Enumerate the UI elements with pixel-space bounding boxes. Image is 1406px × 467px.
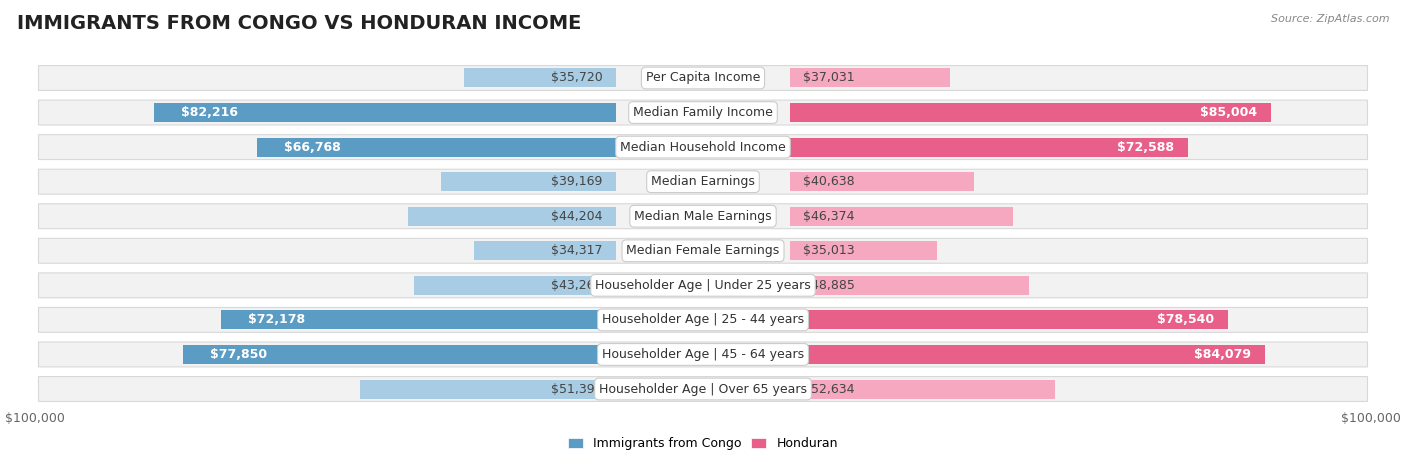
FancyBboxPatch shape [38,169,1368,194]
Bar [441,172,616,191]
Legend: Immigrants from Congo, Honduran: Immigrants from Congo, Honduran [562,432,844,455]
Text: Median Female Earnings: Median Female Earnings [627,244,779,257]
Bar [790,276,1029,295]
Text: $46,374: $46,374 [803,210,855,223]
Text: $43,266: $43,266 [551,279,603,292]
Text: IMMIGRANTS FROM CONGO VS HONDURAN INCOME: IMMIGRANTS FROM CONGO VS HONDURAN INCOME [17,14,581,33]
Bar [790,172,974,191]
FancyBboxPatch shape [38,376,1368,402]
FancyBboxPatch shape [38,100,1368,125]
Text: $52,634: $52,634 [803,382,855,396]
Text: $39,169: $39,169 [551,175,603,188]
Text: $82,216: $82,216 [180,106,238,119]
Text: Householder Age | Over 65 years: Householder Age | Over 65 years [599,382,807,396]
Text: $72,178: $72,178 [247,313,305,326]
Bar [183,345,616,364]
Text: $35,013: $35,013 [803,244,855,257]
Text: Median Earnings: Median Earnings [651,175,755,188]
Text: $48,885: $48,885 [803,279,855,292]
Text: $84,079: $84,079 [1194,348,1251,361]
Text: $77,850: $77,850 [209,348,267,361]
Bar [790,103,1271,122]
Bar [153,103,616,122]
Bar [474,241,616,260]
Bar [790,207,1012,226]
Text: $51,393: $51,393 [551,382,603,396]
Text: Median Male Earnings: Median Male Earnings [634,210,772,223]
Bar [464,69,616,87]
Text: Median Family Income: Median Family Income [633,106,773,119]
Text: Per Capita Income: Per Capita Income [645,71,761,85]
Text: Source: ZipAtlas.com: Source: ZipAtlas.com [1271,14,1389,24]
Bar [790,311,1227,329]
FancyBboxPatch shape [38,204,1368,229]
Bar [790,69,950,87]
Text: $35,720: $35,720 [551,71,603,85]
Text: $85,004: $85,004 [1201,106,1257,119]
Bar [257,138,616,156]
Text: Median Household Income: Median Household Income [620,141,786,154]
Text: Householder Age | Under 25 years: Householder Age | Under 25 years [595,279,811,292]
FancyBboxPatch shape [38,342,1368,367]
Text: $44,204: $44,204 [551,210,603,223]
FancyBboxPatch shape [38,273,1368,298]
Text: $66,768: $66,768 [284,141,340,154]
Bar [790,241,936,260]
Bar [790,138,1188,156]
Text: $72,588: $72,588 [1118,141,1174,154]
Text: $40,638: $40,638 [803,175,855,188]
FancyBboxPatch shape [38,307,1368,333]
Bar [408,207,616,226]
Bar [221,311,616,329]
FancyBboxPatch shape [38,238,1368,263]
Bar [790,380,1054,398]
Text: Householder Age | 45 - 64 years: Householder Age | 45 - 64 years [602,348,804,361]
Text: $34,317: $34,317 [551,244,603,257]
Text: $37,031: $37,031 [803,71,855,85]
FancyBboxPatch shape [38,134,1368,160]
FancyBboxPatch shape [38,65,1368,91]
Bar [413,276,616,295]
Text: $78,540: $78,540 [1157,313,1215,326]
Bar [790,345,1264,364]
Text: Householder Age | 25 - 44 years: Householder Age | 25 - 44 years [602,313,804,326]
Bar [360,380,616,398]
